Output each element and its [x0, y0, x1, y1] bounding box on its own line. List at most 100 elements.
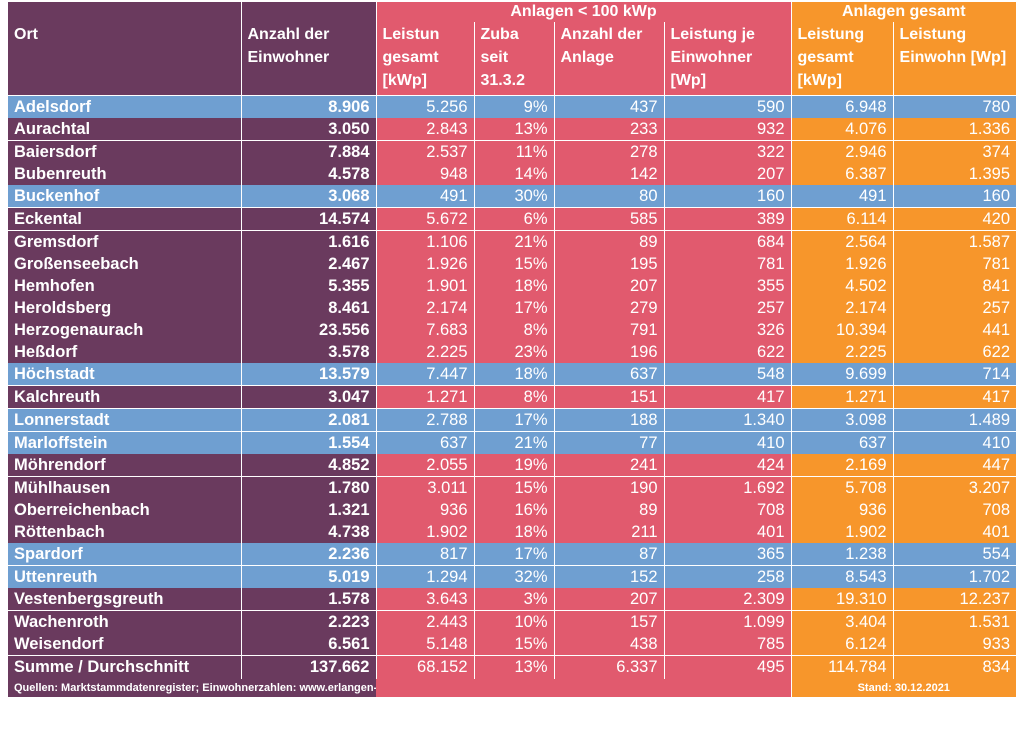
cell-ort: Möhrendorf	[8, 454, 242, 477]
cell-zubau: 21%	[474, 431, 555, 454]
cell-zubau: 32%	[474, 565, 555, 588]
cell-leistung: 5.672	[376, 207, 475, 231]
cell-leistung: 7.683	[376, 319, 475, 341]
cell-einwohner: 1.578	[241, 588, 377, 611]
header-ort: Ort	[8, 22, 242, 96]
header-einwohner: Anzahl der Einwohner	[241, 22, 377, 96]
cell-total-leistung: 1.238	[791, 543, 894, 566]
cell-total-leistung-einwohner: 1.531	[893, 610, 1017, 633]
cell-anzahl: 437	[554, 95, 665, 118]
cell-total-leistung: 936	[791, 499, 894, 521]
cell-leistung: 936	[376, 499, 475, 521]
cell-ort: Herzogenaurach	[8, 319, 242, 341]
cell-je-einwohner: 401	[664, 521, 792, 543]
cell-total-leistung: 1.271	[791, 385, 894, 409]
cell-anzahl: 142	[554, 163, 665, 185]
footer-sources-cell: Quellen: Marktstammdatenregister; Einwoh…	[8, 679, 376, 697]
summary-anzahl: 6.337	[554, 655, 665, 679]
cell-leistung: 1.106	[376, 230, 475, 253]
cell-zubau: 17%	[474, 543, 555, 566]
header-group-row: Anlagen < 100 kWp Anlagen gesamt	[8, 2, 1017, 22]
cell-einwohner: 5.019	[241, 565, 377, 588]
cell-anzahl: 438	[554, 633, 665, 656]
table-row: Wachenroth 2.223 2.443 10% 157 1.099 3.404 1.53…	[8, 610, 1017, 633]
cell-total-leistung-einwohner: 554	[893, 543, 1017, 566]
cell-leistung: 2.225	[376, 341, 475, 363]
cell-je-einwohner: 424	[664, 454, 792, 477]
cell-einwohner: 7.884	[241, 140, 377, 163]
cell-total-leistung: 8.543	[791, 565, 894, 588]
table-row: Uttenreuth 5.019 1.294 32% 152 258 8.543 1.702	[8, 565, 1017, 588]
table-row: Baiersdorf 7.884 2.537 11% 278 322 2.946 374	[8, 140, 1017, 163]
cell-einwohner: 6.561	[241, 633, 377, 656]
cell-zubau: 16%	[474, 499, 555, 521]
cell-je-einwohner: 785	[664, 633, 792, 656]
cell-zubau: 21%	[474, 230, 555, 253]
cell-zubau: 3%	[474, 588, 555, 611]
cell-anzahl: 207	[554, 588, 665, 611]
cell-total-leistung-einwohner: 160	[893, 185, 1017, 208]
summary-einwohner: 137.662	[241, 655, 377, 679]
cell-anzahl: 188	[554, 408, 665, 432]
cell-einwohner: 1.321	[241, 499, 377, 521]
cell-je-einwohner: 326	[664, 319, 792, 341]
cell-je-einwohner: 684	[664, 230, 792, 253]
cell-leistung: 1.294	[376, 565, 475, 588]
cell-einwohner: 3.578	[241, 341, 377, 363]
cell-total-leistung: 19.310	[791, 588, 894, 611]
cell-ort: Uttenreuth	[8, 565, 242, 588]
cell-total-leistung: 637	[791, 431, 894, 454]
cell-einwohner: 3.047	[241, 385, 377, 409]
cell-je-einwohner: 322	[664, 140, 792, 163]
cell-total-leistung-einwohner: 1.489	[893, 408, 1017, 432]
cell-total-leistung: 6.114	[791, 207, 894, 231]
header-leistung-je-einwohner: Leistung je Einwohner [Wp]	[664, 22, 792, 96]
cell-total-leistung: 5.708	[791, 476, 894, 499]
cell-ort: Vestenbergsgreuth	[8, 588, 242, 611]
cell-total-leistung-einwohner: 1.587	[893, 230, 1017, 253]
table-row: Großenseebach 2.467 1.926 15% 195 781 1.926 781	[8, 253, 1017, 275]
header-group-small-plants: Anlagen < 100 kWp	[376, 2, 792, 22]
cell-ort: Kalchreuth	[8, 385, 242, 409]
cell-je-einwohner: 258	[664, 565, 792, 588]
cell-anzahl: 279	[554, 297, 665, 319]
cell-anzahl: 207	[554, 275, 665, 297]
table-row: Weisendorf 6.561 5.148 15% 438 785 6.124 933	[8, 633, 1017, 656]
cell-total-leistung: 2.946	[791, 140, 894, 163]
cell-zubau: 8%	[474, 319, 555, 341]
cell-zubau: 13%	[474, 118, 555, 141]
cell-zubau: 18%	[474, 363, 555, 386]
table-row: Oberreichenbach 1.321 936 16% 89 708 936 708	[8, 499, 1017, 521]
cell-total-leistung-einwohner: 1.395	[893, 163, 1017, 185]
cell-total-leistung-einwohner: 401	[893, 521, 1017, 543]
cell-total-leistung: 9.699	[791, 363, 894, 386]
cell-leistung: 3.643	[376, 588, 475, 611]
cell-je-einwohner: 548	[664, 363, 792, 386]
cell-total-leistung-einwohner: 933	[893, 633, 1017, 656]
cell-ort: Mühlhausen	[8, 476, 242, 499]
cell-einwohner: 13.579	[241, 363, 377, 386]
table-wrapper: Anlagen < 100 kWp Anlagen gesamt Ort Anz…	[8, 2, 1017, 697]
footer-spacer	[376, 679, 792, 697]
cell-anzahl: 157	[554, 610, 665, 633]
cell-anzahl: 196	[554, 341, 665, 363]
cell-anzahl: 151	[554, 385, 665, 409]
pv-statistics-table: Anlagen < 100 kWp Anlagen gesamt Ort Anz…	[8, 2, 1017, 697]
cell-total-leistung-einwohner: 1.702	[893, 565, 1017, 588]
cell-total-leistung: 6.124	[791, 633, 894, 656]
cell-je-einwohner: 622	[664, 341, 792, 363]
cell-total-leistung: 6.948	[791, 95, 894, 118]
table-row: Vestenbergsgreuth 1.578 3.643 3% 207 2.309 19.…	[8, 588, 1017, 611]
cell-je-einwohner: 207	[664, 163, 792, 185]
cell-zubau: 9%	[474, 95, 555, 118]
cell-total-leistung-einwohner: 841	[893, 275, 1017, 297]
cell-total-leistung-einwohner: 410	[893, 431, 1017, 454]
cell-anzahl: 87	[554, 543, 665, 566]
cell-anzahl: 637	[554, 363, 665, 386]
footer-stand-cell: Stand: 30.12.2021	[791, 679, 1017, 697]
cell-leistung: 2.843	[376, 118, 475, 141]
cell-leistung: 5.256	[376, 95, 475, 118]
cell-total-leistung-einwohner: 420	[893, 207, 1017, 231]
cell-total-leistung-einwohner: 447	[893, 454, 1017, 477]
table-row: Röttenbach 4.738 1.902 18% 211 401 1.902 401	[8, 521, 1017, 543]
